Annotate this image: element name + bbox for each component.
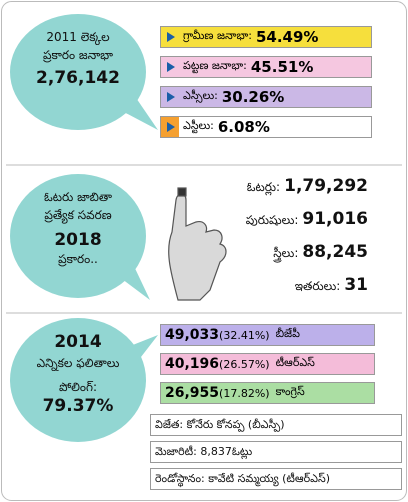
bubble-text: ప్రత్యేక సవరణ — [44, 208, 112, 222]
bubble-text: ఓటరు జాబితా — [43, 190, 113, 204]
bubble-text: 2011 లెక్కల — [46, 30, 110, 44]
party-bar: 26,955 (17.82%) కాంగ్రెస్ — [160, 382, 375, 404]
bubble-text: 2014 — [54, 332, 102, 352]
value: 1,79,292 — [284, 176, 368, 196]
bubbles — [10, 14, 158, 442]
label: పురుషులు: — [245, 213, 299, 227]
votes: 40,196 — [165, 356, 220, 372]
voter-row: ఇతరులు: 31 — [295, 275, 368, 296]
census-bar: ఎస్టీలు: 6.08% — [160, 116, 372, 138]
bubble-text: ప్రకారం జనాభా — [42, 48, 114, 62]
marker — [167, 122, 175, 132]
value: 45.51% — [250, 58, 314, 76]
marker — [167, 62, 175, 72]
bubble-text: 2018 — [54, 230, 102, 250]
party: టీఆర్ఎస్ — [275, 356, 315, 369]
label: ఎస్సీలు: — [183, 89, 218, 102]
label: స్త్రీలు: — [273, 246, 299, 260]
party: కాంగ్రెస్ — [275, 385, 305, 398]
note: విజేత: కోనేరు కోనప్ప (బీఎస్పీ) — [150, 414, 402, 436]
value: 30.26% — [221, 88, 285, 106]
share: (17.82%) — [219, 386, 270, 400]
label: పట్టణ జనాభా: — [183, 59, 247, 72]
bubble-text: ఎన్నికల ఫలితాలు — [36, 356, 120, 370]
label: గ్రామీణ జనాభా: — [183, 29, 252, 42]
bubble-text: 2,76,142 — [36, 68, 120, 88]
voter-row: ఓటర్లు: 1,79,292 — [247, 176, 368, 197]
votes: 26,955 — [165, 385, 220, 401]
vote-hand — [168, 187, 227, 301]
value: 91,016 — [302, 209, 368, 229]
label: ఇతరులు: — [294, 279, 341, 293]
share: (26.57%) — [219, 357, 270, 371]
party: బీజేపీ — [275, 327, 300, 340]
votes: 49,033 — [165, 327, 220, 343]
value: 88,245 — [302, 242, 368, 262]
marker — [167, 92, 175, 102]
party-bar: 40,196 (26.57%) టీఆర్ఎస్ — [160, 353, 375, 375]
value: 31 — [344, 275, 368, 295]
census-bar: గ్రామీణ జనాభా: 54.49% — [160, 26, 372, 48]
bubble-text: ప్రకారం.. — [58, 252, 98, 266]
bubble-text: 79.37% — [42, 396, 114, 416]
census-bar: ఎస్సీలు: 30.26% — [160, 86, 372, 108]
voter-row: స్త్రీలు: 88,245 — [273, 242, 368, 263]
census-bar: పట్టణ జనాభా: 45.51% — [160, 56, 372, 78]
note: మెజారిటీ: 8,837ఓట్లు — [150, 441, 402, 463]
share: (32.41%) — [219, 328, 270, 342]
bubble-text: పోలింగ్: — [58, 380, 98, 394]
label: ఓటర్లు: — [246, 180, 281, 194]
note: రెండోస్థానం: కావేటి సమ్మయ్య (టీఆర్ఎస్) — [150, 468, 402, 490]
value: 54.49% — [255, 28, 319, 46]
label: ఎస్టీలు: — [183, 119, 214, 132]
marker — [167, 32, 175, 42]
party-bar: 49,033 (32.41%) బీజేపీ — [160, 324, 375, 346]
voter-row: పురుషులు: 91,016 — [246, 209, 368, 230]
value: 6.08% — [217, 118, 270, 136]
